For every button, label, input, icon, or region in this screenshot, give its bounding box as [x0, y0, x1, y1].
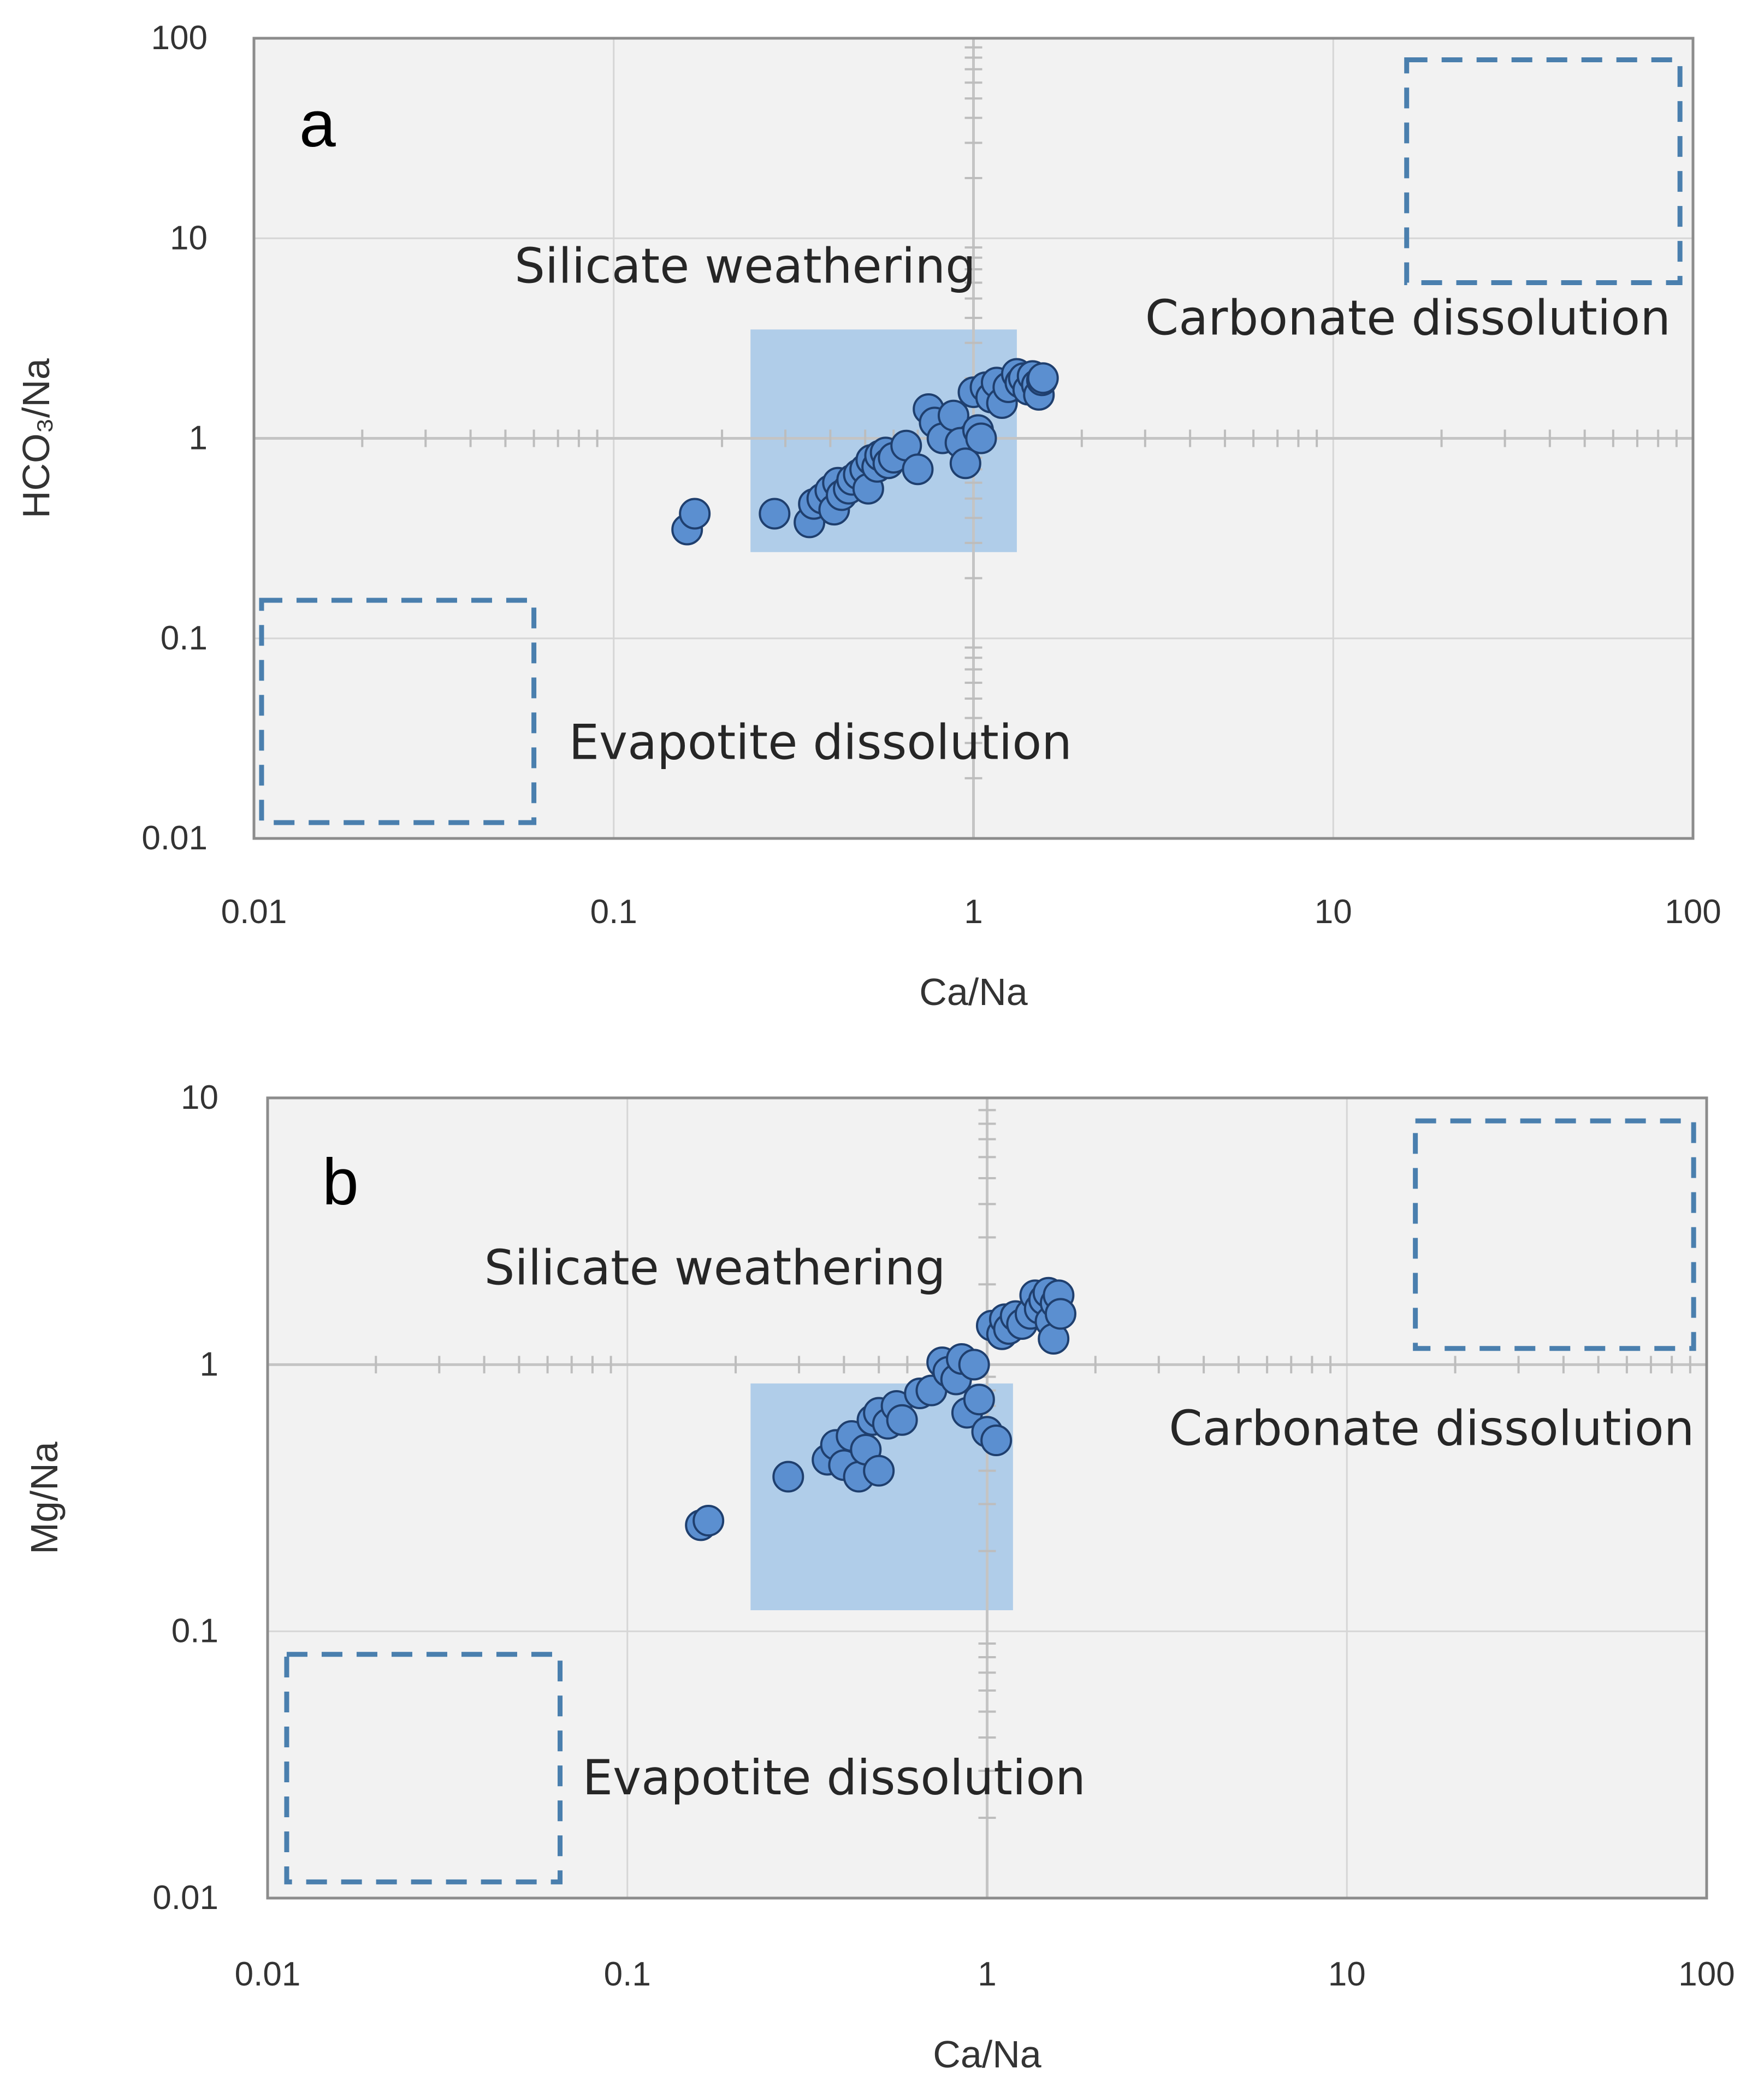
- panel-a-region-label: Evapotite dissolution: [569, 714, 1072, 770]
- panel-b-region-label: Evapotite dissolution: [582, 1750, 1086, 1806]
- panel-b-x-tick-label: 0.01: [235, 1955, 301, 1993]
- panel-b-y-tick-label: 10: [181, 1079, 218, 1116]
- panel-a-x-axis-title: Ca/Na: [919, 971, 1027, 1013]
- panel-a-y-axis-title: HCO₃/Na: [15, 358, 57, 518]
- panel-b-x-tick-label: 100: [1678, 1955, 1735, 1993]
- panel-b-data-point: [692, 1505, 725, 1537]
- panel-b-x-tick-label: 1: [978, 1955, 996, 1993]
- panel-a-data-point: [679, 498, 711, 530]
- chart-panel-b: Silicate weathering Carbonate dissolution…: [23, 1079, 1735, 2076]
- chart-panel-a: Silicate weathering Carbonate dissolution…: [15, 19, 1721, 1013]
- panel-a-x-tick-label: 0.1: [590, 893, 637, 931]
- panel-b-evaporite-region: [284, 1652, 563, 1884]
- panel-b-data-point: [1044, 1298, 1076, 1330]
- panel-a-data-point: [1027, 362, 1059, 394]
- panel-b-y-axis-title: Mg/Na: [23, 1441, 66, 1554]
- panel-a-x-tick-label: 0.01: [221, 893, 287, 931]
- panel-a-evaporite-region: [259, 598, 537, 825]
- panel-b-x-tick-label: 10: [1328, 1955, 1366, 1993]
- panel-a-x-tick-label: 1: [964, 893, 982, 931]
- panel-a-x-tick-label: 10: [1315, 893, 1352, 931]
- panel-a-region-label: Carbonate dissolution: [1145, 290, 1671, 346]
- panel-b-y-tick-label: 0.01: [152, 1879, 218, 1917]
- panel-a-data-point: [965, 422, 997, 454]
- panel-a-y-tick-label: 100: [151, 19, 208, 57]
- panel-a-y-tick-label: 0.01: [141, 819, 208, 857]
- panel-b-data-point: [772, 1461, 804, 1493]
- panel-b-data-point: [863, 1455, 895, 1487]
- panel-b-x-tick-label: 0.1: [604, 1955, 651, 1993]
- panel-a-y-tick-label: 10: [170, 219, 208, 257]
- panel-b-data-point: [886, 1404, 918, 1436]
- panel-b-panel-letter: b: [322, 1145, 359, 1219]
- panel-a-panel-letter: a: [299, 87, 336, 161]
- panel-a-region-label: Silicate weathering: [514, 238, 976, 294]
- panel-b-plot-border: [266, 1096, 1708, 1900]
- panel-b-data-point: [963, 1384, 995, 1416]
- panel-b-x-axis-title: Ca/Na: [933, 2033, 1041, 2076]
- panel-a-x-tick-label: 100: [1665, 893, 1721, 931]
- panel-b-region-label: Silicate weathering: [484, 1239, 946, 1296]
- panel-b-data-point: [958, 1349, 990, 1381]
- panel-a-data-point: [759, 498, 791, 530]
- panel-a-y-tick-label: 0.1: [161, 619, 208, 657]
- panel-b-region-label: Carbonate dissolution: [1169, 1400, 1694, 1456]
- panel-a-data-point: [902, 453, 934, 486]
- panel-a-plot-border: [252, 37, 1695, 840]
- panel-b-carbonate-region: [1413, 1118, 1696, 1351]
- panel-b-data-point: [980, 1425, 1013, 1457]
- panel-b-y-tick-label: 0.1: [171, 1612, 218, 1650]
- panel-a-data-point: [949, 447, 981, 480]
- panel-b-y-tick-label: 1: [200, 1345, 218, 1383]
- panel-a-carbonate-region: [1404, 57, 1683, 286]
- panel-a-y-tick-label: 1: [189, 419, 208, 457]
